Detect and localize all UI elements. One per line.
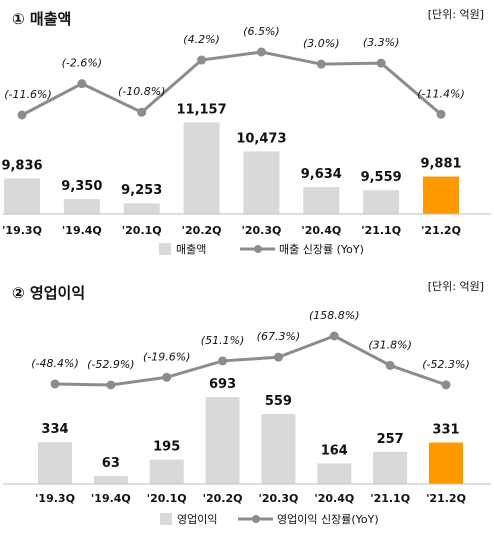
chart2-growth-marker — [162, 372, 172, 382]
chart2-bar-value-label: 559 — [265, 394, 292, 409]
chart2-category-label: '20.3Q — [258, 492, 298, 505]
chart1-bar — [63, 199, 100, 214]
chart1-growth-marker — [77, 79, 87, 89]
chart2-bar-value-label: 331 — [432, 423, 459, 438]
chart2-legend-bar-label: 영업이익 — [177, 513, 217, 526]
chart1-category-label: '19.4Q — [62, 224, 102, 237]
chart2-bar — [261, 413, 296, 484]
chart1-growth-label: (6.5%) — [243, 25, 280, 38]
chart1-growth-marker — [376, 58, 386, 68]
chart1-bar-value-label: 11,157 — [176, 102, 226, 117]
chart2-legend-line-label: 영업이익 신장률(YoY) — [277, 513, 379, 526]
chart2-legend-line-marker — [252, 515, 260, 523]
chart1-bar — [4, 178, 40, 214]
chart1-growth-label: (-10.8%) — [118, 85, 166, 98]
chart2-legend-bar-swatch — [160, 513, 172, 525]
chart2-bar — [205, 397, 240, 484]
chart1-legend-line-label: 매출 신장률 (YoY) — [279, 243, 364, 256]
chart2-category-label: '21.1Q — [370, 492, 410, 505]
chart2-growth-marker — [441, 380, 451, 390]
chart1-bar-value-label: 10,473 — [236, 131, 286, 146]
chart1-legend-bar-label: 매출액 — [176, 243, 206, 256]
chart2-growth-line — [54, 334, 447, 387]
chart2-category-label: '19.3Q — [35, 492, 75, 505]
chart2-bar-value-label: 334 — [41, 422, 68, 437]
chart1-bar — [123, 203, 160, 214]
chart2-growth-label: (-52.9%) — [87, 358, 135, 371]
chart2-bar — [317, 463, 352, 484]
chart1-category-label: '20.2Q — [182, 224, 222, 237]
chart1-growth-marker — [137, 107, 147, 117]
chart2-bar-value-label: 164 — [321, 443, 348, 458]
chart2-growth-label: (-19.6%) — [143, 350, 191, 363]
chart2-unit-label: [단위: 억원] — [428, 280, 484, 293]
chart1-growth-label: (3.0%) — [303, 37, 340, 50]
chart1-growth-marker — [436, 109, 446, 119]
chart2-growth-label: (51.1%) — [201, 334, 245, 347]
chart2-category-label: '21.2Q — [426, 492, 466, 505]
chart1-bar-value-label: 9,350 — [61, 179, 102, 194]
chart2-growth-marker — [385, 360, 395, 370]
chart1-category-label: '20.1Q — [122, 224, 162, 237]
chart1-growth-label: (4.2%) — [183, 33, 220, 46]
chart2-growth-marker — [106, 380, 116, 390]
chart2-bar-value-label: 63 — [102, 456, 120, 471]
chart2-growth-label: (158.8%) — [309, 309, 360, 322]
chart1-category-label: '21.1Q — [361, 224, 401, 237]
chart1-growth-marker — [197, 55, 207, 65]
chart2-growth-label: (-48.4%) — [31, 357, 79, 370]
chart2-growth-marker — [329, 331, 339, 341]
chart2-bar — [429, 442, 463, 484]
chart1-category-label: '21.2Q — [421, 224, 461, 237]
chart2-growth-label: (31.8%) — [368, 338, 412, 351]
chart2-bar — [93, 476, 128, 484]
chart2-growth-label: (-52.3%) — [422, 358, 470, 371]
chart2-category-label: '20.1Q — [147, 492, 187, 505]
chart1-bar-value-label: 9,836 — [1, 158, 42, 173]
chart1-category-label: '19.3Q — [2, 224, 42, 237]
chart2-category-label: '20.4Q — [314, 492, 354, 505]
chart1-bar-value-label: 9,253 — [121, 183, 162, 198]
chart2-category-label: '19.4Q — [91, 492, 131, 505]
chart1-legend-bar-swatch — [159, 243, 171, 255]
chart1-plot: 9,836 9,350 9,253 11,157 10,473 9,634 9,559 9,8… — [1, 25, 464, 237]
chart2-bar-value-label: 257 — [377, 432, 404, 447]
chart1-growth-marker — [316, 59, 326, 69]
chart2-bar — [38, 442, 72, 484]
chart1-category-label: '20.3Q — [241, 224, 281, 237]
chart1-growth-label: (3.3%) — [363, 36, 400, 49]
chart2-bar — [149, 459, 184, 484]
chart2-growth-marker — [218, 356, 228, 366]
chart1-category-label: '20.4Q — [301, 224, 341, 237]
chart1-growth-marker — [17, 110, 27, 120]
chart1-bar-value-label: 9,881 — [420, 157, 461, 172]
chart2-title: ② 영업이익 — [12, 284, 85, 302]
chart2-growth-label: (67.3%) — [257, 330, 301, 343]
chart1-growth-label: (-11.4%) — [417, 87, 465, 100]
chart1-growth-label: (-2.6%) — [62, 57, 103, 70]
chart1-bar-value-label: 9,559 — [361, 170, 402, 185]
chart1-unit-label: [단위: 억원] — [428, 8, 484, 21]
chart1-growth-line — [21, 50, 442, 117]
chart2-bar — [373, 451, 408, 484]
chart1-bar — [243, 151, 280, 214]
chart1-legend-line-marker — [254, 245, 262, 253]
chart1-growth-label: (-11.6%) — [4, 88, 52, 101]
chart1-bar — [363, 190, 400, 214]
chart2-bar-value-label: 195 — [153, 440, 180, 455]
chart2-growth-marker — [50, 379, 60, 389]
chart2-bar-value-label: 693 — [209, 377, 236, 392]
chart1-bar — [423, 176, 459, 214]
chart1-growth-marker — [256, 47, 266, 57]
chart1-bar-value-label: 9,634 — [301, 167, 342, 182]
chart1-bar — [303, 187, 340, 214]
chart2-category-label: '20.2Q — [203, 492, 243, 505]
chart1-bar — [183, 122, 220, 214]
chart1-title: ① 매출액 — [12, 10, 71, 28]
chart2-plot: 334 63 195 693 559 164 257 331 (-48.4%) (-52.9%) (… — [31, 309, 470, 505]
chart2-growth-marker — [273, 352, 283, 362]
